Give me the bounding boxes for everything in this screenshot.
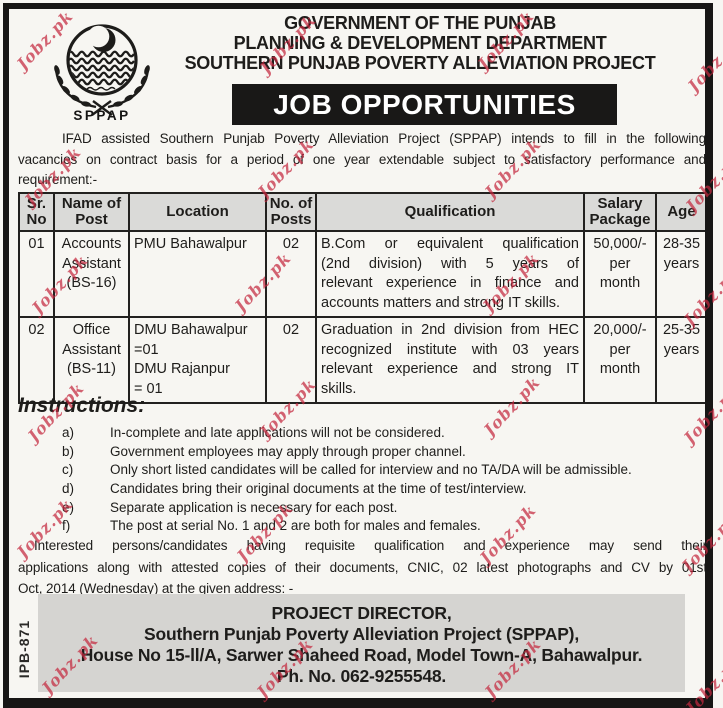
text-line: IFAD assisted Southern Punjab Poverty Al… [62, 131, 706, 146]
text-line: vacancies on contract basis for a period… [18, 151, 706, 167]
instruction-item: e) Separate application is necessary for … [62, 499, 712, 518]
instruction-item: b) Government employees may apply through… [62, 443, 712, 462]
cell-qualification: Graduation in 2nd division from HEC recog… [315, 316, 585, 404]
instruction-item: f) The post at serial No. 1 and 2 are bot… [62, 517, 712, 536]
watermark-text: Jobz.pk [682, 650, 723, 708]
cell-salary: 50,000/- per month [583, 230, 657, 318]
address-line-street: House No 15-ll/A, Sarwer Shaheed Road, M… [80, 645, 643, 665]
header-title-block: GOVERNMENT OF THE PUNJAB PLANNING & DEVE… [170, 13, 670, 73]
instruction-label: f) [62, 518, 71, 534]
text-line: recognized institute with 03 years [321, 341, 579, 358]
instruction-label: d) [62, 481, 75, 497]
col-header-salary-package: Salary Package [583, 192, 657, 232]
text-line: applications along with attested copies … [18, 559, 707, 575]
col-header-location: Location [128, 192, 267, 232]
address-line-director: PROJECT DIRECTOR, [271, 603, 452, 623]
punjab-government-emblem: SPPAP [45, 18, 163, 129]
crescent-icon [87, 25, 116, 52]
cell-age: 25-35 years [655, 316, 708, 404]
text-line: accounts matters and strong IT skills. [321, 294, 561, 311]
instruction-item: d) Candidates bring their original docume… [62, 480, 712, 499]
instruction-text: Candidates bring their original document… [110, 481, 527, 497]
watermark-text: Jobz.pk [684, 28, 723, 96]
cell-location: DMU Bahawalpur =01 DMU Rajanpur = 01 [128, 316, 267, 404]
cell-posts: 02 [265, 230, 317, 318]
wreath-leaves [54, 65, 150, 107]
col-header-qualification: Qualification [315, 192, 585, 232]
col-header-no-of-posts: No. of Posts [265, 192, 317, 232]
logo-caption: SPPAP [73, 108, 130, 123]
intro-paragraph: IFAD assisted Southern Punjab Poverty Al… [18, 129, 706, 191]
vacancies-table: Sr. No Name of Post Location No. of Post… [18, 192, 708, 404]
instruction-text: Separate application is necessary for ea… [110, 499, 398, 515]
side-reference-code: IPB-871 [16, 619, 32, 679]
job-opportunities-banner: JOB OPPORTUNITIES [232, 84, 617, 125]
text-line: (2nd division) with 5 years of [321, 255, 579, 272]
cell-qualification: B.Com or equivalent qualification (2nd di… [315, 230, 585, 318]
text-line: Interested persons/candidates having req… [34, 538, 707, 553]
text-line: Graduation in 2nd division from HEC [321, 322, 579, 338]
table-row: 02 Office Assistant (BS-11) DMU Bahawalp… [18, 316, 708, 404]
instruction-item: c) Only short listed candidates will be c… [62, 461, 712, 480]
text-line: B.Com or equivalent qualification [321, 236, 579, 252]
cell-sr-no: 02 [18, 316, 55, 404]
text-line: requirement:- [18, 172, 97, 187]
cell-post: Office Assistant (BS-11) [53, 316, 130, 404]
cell-posts: 02 [265, 316, 317, 404]
table-row: 01 Accounts Assistant (BS-16) PMU Bahawa… [18, 230, 708, 318]
closing-paragraph: Interested persons/candidates having req… [18, 535, 707, 600]
instruction-item: a) In-complete and late applications will… [62, 424, 712, 443]
instruction-text: The post at serial No. 1 and 2 are both … [110, 518, 481, 534]
header-line-project: SOUTHERN PUNJAB POVERTY ALLEVIATION PROJ… [184, 53, 656, 73]
col-header-age: Age [655, 192, 708, 232]
instruction-text: Government employees may apply through p… [110, 443, 466, 459]
instruction-label: c) [62, 462, 74, 478]
instruction-label: b) [62, 443, 75, 459]
instruction-label: a) [62, 425, 75, 440]
header-line-government: GOVERNMENT OF THE PUNJAB [284, 13, 556, 33]
col-header-sr-no: Sr. No [18, 192, 55, 232]
table-header-row: Sr. No Name of Post Location No. of Post… [18, 192, 708, 232]
text-line: relevant experience in finance and [321, 275, 579, 291]
urdu-script-mark [86, 86, 116, 91]
text-line: relevant experience and strong IT [321, 361, 579, 377]
five-rivers-waves [69, 50, 135, 86]
header-line-department: PLANNING & DEVELOPMENT DEPARTMENT [233, 33, 607, 53]
instruction-text: Only short listed candidates will be cal… [110, 462, 632, 478]
cell-age: 28-35 years [655, 230, 708, 318]
text-line: skills. [321, 380, 357, 397]
cell-salary: 20,000/- per month [583, 316, 657, 404]
text-line: Oct, 2014 (Wednesday) at the given addre… [18, 581, 294, 596]
cell-location: PMU Bahawalpur [128, 230, 267, 318]
emblem-graphic: SPPAP [54, 24, 150, 123]
col-header-name-of-post: Name of Post [53, 192, 130, 232]
instructions-heading: Instructions: [18, 394, 146, 417]
instruction-text: In-complete and late applications will n… [110, 425, 445, 440]
cell-sr-no: 01 [18, 230, 55, 318]
address-box: PROJECT DIRECTOR, Southern Punjab Povert… [38, 594, 685, 692]
cell-post: Accounts Assistant (BS-16) [53, 230, 130, 318]
instructions-list: a) In-complete and late applications will… [62, 424, 712, 536]
address-line-phone: Ph. No. 062-9255548. [276, 666, 447, 686]
address-line-project: Southern Punjab Poverty Alleviation Proj… [144, 624, 579, 644]
instruction-label: e) [62, 499, 75, 515]
